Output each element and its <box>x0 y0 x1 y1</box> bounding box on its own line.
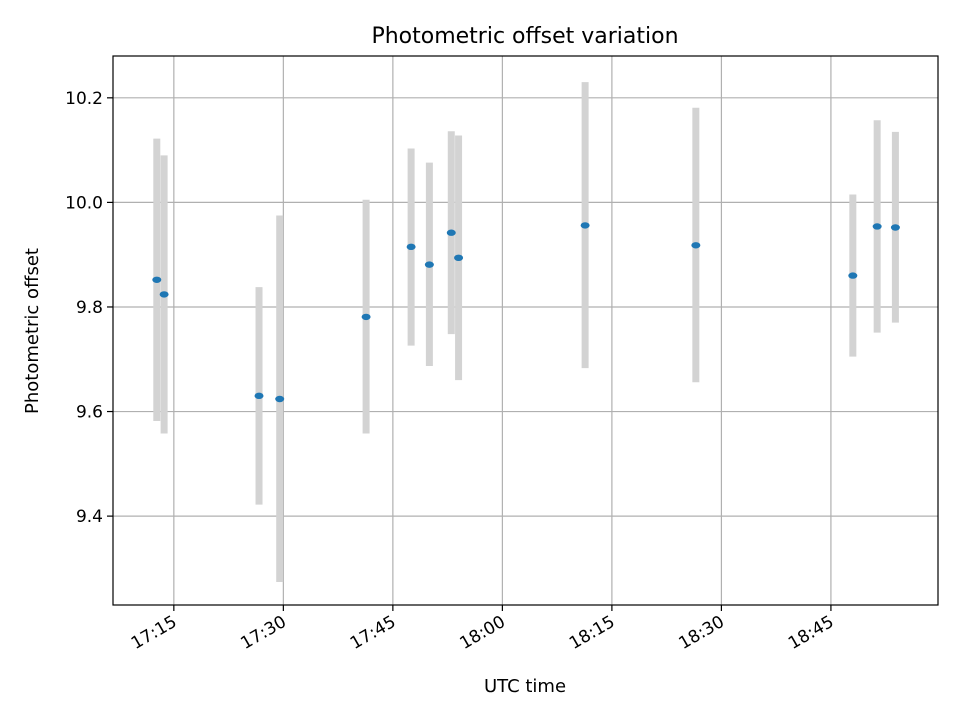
data-point <box>275 395 285 403</box>
y-tick-label: 10.2 <box>65 89 103 109</box>
data-point <box>361 313 371 321</box>
y-tick-label: 9.4 <box>76 507 103 527</box>
x-axis-label: UTC time <box>484 676 566 697</box>
y-tick-label: 9.8 <box>76 298 103 318</box>
plot-frame <box>112 55 939 606</box>
data-point <box>159 291 169 298</box>
data-point <box>254 392 264 400</box>
chart-title: Photometric offset variation <box>371 24 678 49</box>
y-tick-label: 9.6 <box>76 403 103 423</box>
data-point <box>454 254 464 262</box>
data-point <box>446 229 456 236</box>
data-point <box>580 222 590 229</box>
data-point <box>890 224 900 231</box>
data-point <box>152 276 162 283</box>
y-axis-label: Photometric offset <box>22 248 43 414</box>
data-markers <box>152 222 900 403</box>
data-point <box>406 243 416 251</box>
grid-lines <box>113 56 938 605</box>
y-axis-ticks: 9.4 9.6 9.8 10.0 10.2 <box>65 89 113 527</box>
data-point <box>872 223 882 230</box>
y-tick-label: 10.0 <box>65 193 103 213</box>
data-point <box>691 242 701 249</box>
data-point <box>848 272 858 279</box>
data-point <box>424 261 434 268</box>
